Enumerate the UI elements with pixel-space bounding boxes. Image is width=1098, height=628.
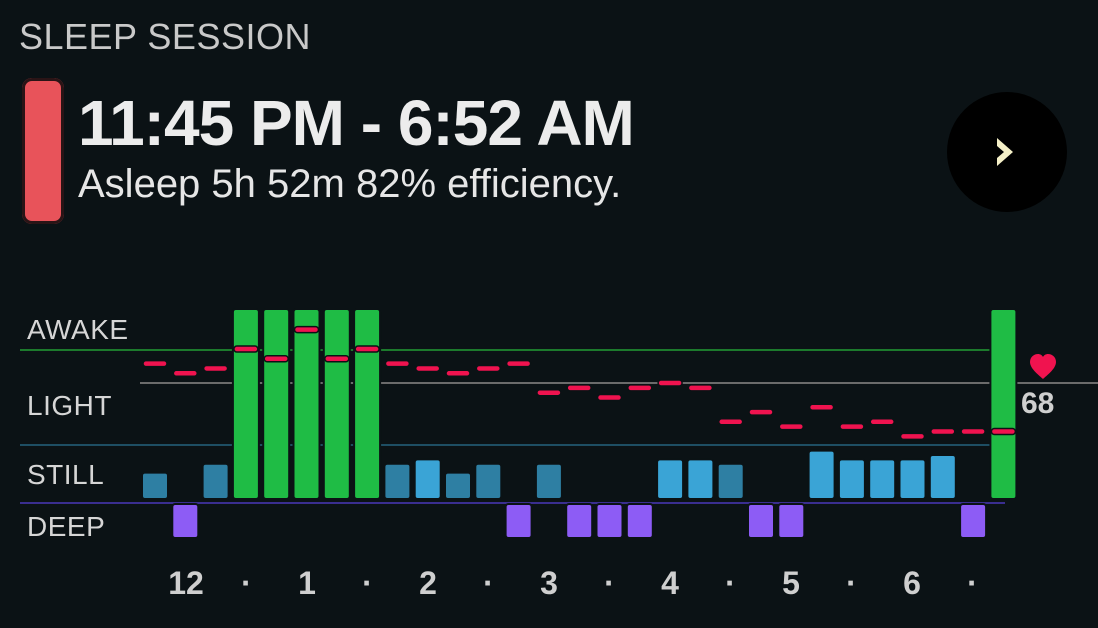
x-axis-hour-label: 12 — [168, 565, 204, 601]
lane-label-awake: AWAKE — [27, 314, 129, 345]
lane-label-deep: DEEP — [27, 511, 105, 542]
stage-bar-still — [868, 458, 897, 500]
stage-bar-deep — [171, 503, 200, 539]
heart-rate-marker — [566, 384, 592, 392]
heart-rate-marker — [505, 359, 532, 368]
stage-bar-awake — [353, 308, 382, 500]
heart-rate-marker — [778, 422, 805, 431]
stage-bar-still — [474, 462, 503, 500]
heart-rate-marker — [445, 369, 471, 378]
stage-bar-still — [413, 458, 442, 500]
heart-rate-marker — [293, 325, 320, 334]
heart-rate-marker — [657, 379, 683, 387]
stage-bar-still — [837, 458, 866, 500]
details-button[interactable] — [947, 92, 1067, 212]
x-axis-hour-label: 2 — [419, 565, 437, 601]
heart-rate-marker — [748, 408, 774, 416]
stage-bar-deep — [504, 503, 533, 539]
stage-bar-still — [898, 458, 927, 500]
stage-bar-still — [656, 458, 685, 500]
heart-rate-marker — [384, 359, 411, 368]
stage-bar-awake — [231, 308, 260, 500]
time-range: 11:45 PM - 6:52 AM — [78, 87, 635, 159]
heart-rate-marker — [596, 393, 623, 402]
x-axis-ticks: 12 · 1 · 2 · 3 · 4 · 5 · 6 · — [168, 565, 978, 601]
stage-bar-still — [928, 454, 957, 500]
section-title: SLEEP SESSION — [19, 16, 311, 57]
x-axis-hour-label: 3 — [540, 565, 558, 601]
heart-rate-marker — [717, 418, 744, 426]
heart-rate-marker — [263, 355, 289, 363]
x-axis-dot: · — [604, 565, 615, 601]
sleep-summary: Asleep 5h 52m 82% efficiency. — [78, 162, 622, 206]
x-axis-dot: · — [725, 565, 736, 601]
stage-bar-deep — [777, 503, 806, 539]
heart-rate-marker — [324, 355, 350, 363]
x-axis-hour-label: 5 — [782, 565, 800, 601]
stage-bar-awake — [322, 308, 351, 500]
stage-bar-still — [141, 471, 169, 501]
stage-bar-deep — [625, 503, 654, 539]
heart-rate-marker — [536, 388, 562, 397]
stage-bar-still — [686, 458, 715, 500]
current-heart-rate: 68 — [1021, 387, 1054, 420]
x-axis-dot: · — [967, 565, 978, 601]
heart-rate-marker — [808, 403, 835, 411]
stage-bar-still — [807, 449, 836, 501]
heart-rate-markers — [142, 325, 1017, 441]
session-color-bar — [22, 78, 64, 224]
heart-icon — [1030, 354, 1056, 379]
x-axis-hour-label: 4 — [661, 565, 679, 601]
x-axis-dot: · — [241, 565, 252, 601]
x-axis-hour-label: 1 — [298, 565, 316, 601]
stage-bar-still — [383, 462, 412, 500]
heart-rate-marker — [960, 427, 986, 436]
heart-rate-marker — [354, 345, 380, 353]
stage-bar-awake — [292, 308, 321, 500]
x-axis-dot: · — [846, 565, 857, 601]
heart-rate-marker — [142, 359, 168, 368]
stage-bar-deep — [959, 503, 988, 539]
stage-bar-deep — [747, 503, 775, 539]
heart-rate-marker — [202, 364, 229, 373]
heart-rate-marker — [687, 384, 714, 392]
heart-rate-marker — [869, 418, 895, 426]
x-axis-dot: · — [483, 565, 494, 601]
heart-rate-marker — [899, 432, 926, 441]
heart-rate-marker — [475, 364, 502, 373]
stage-bar-deep — [565, 503, 594, 539]
heart-rate-marker — [414, 364, 441, 373]
stage-bar-deep — [595, 503, 624, 539]
heart-rate-marker — [990, 427, 1017, 436]
lane-label-light: LIGHT — [27, 390, 112, 421]
x-axis-dot: · — [362, 565, 373, 601]
stage-bar-still — [716, 462, 745, 500]
stage-bar-awake — [262, 308, 291, 500]
x-axis-hour-label: 6 — [903, 565, 921, 601]
stage-bar-awake — [989, 308, 1018, 500]
heart-rate-marker — [839, 422, 865, 431]
heart-rate-marker — [233, 345, 259, 353]
heart-rate-marker — [172, 369, 199, 378]
heart-rate-marker — [930, 427, 956, 436]
stage-bar-still — [201, 462, 230, 500]
heart-rate-marker — [627, 384, 653, 392]
stage-bar-still — [534, 462, 563, 500]
lane-label-still: STILL — [27, 459, 104, 490]
stage-bar-still — [444, 471, 472, 501]
chevron-right-icon — [997, 138, 1013, 166]
